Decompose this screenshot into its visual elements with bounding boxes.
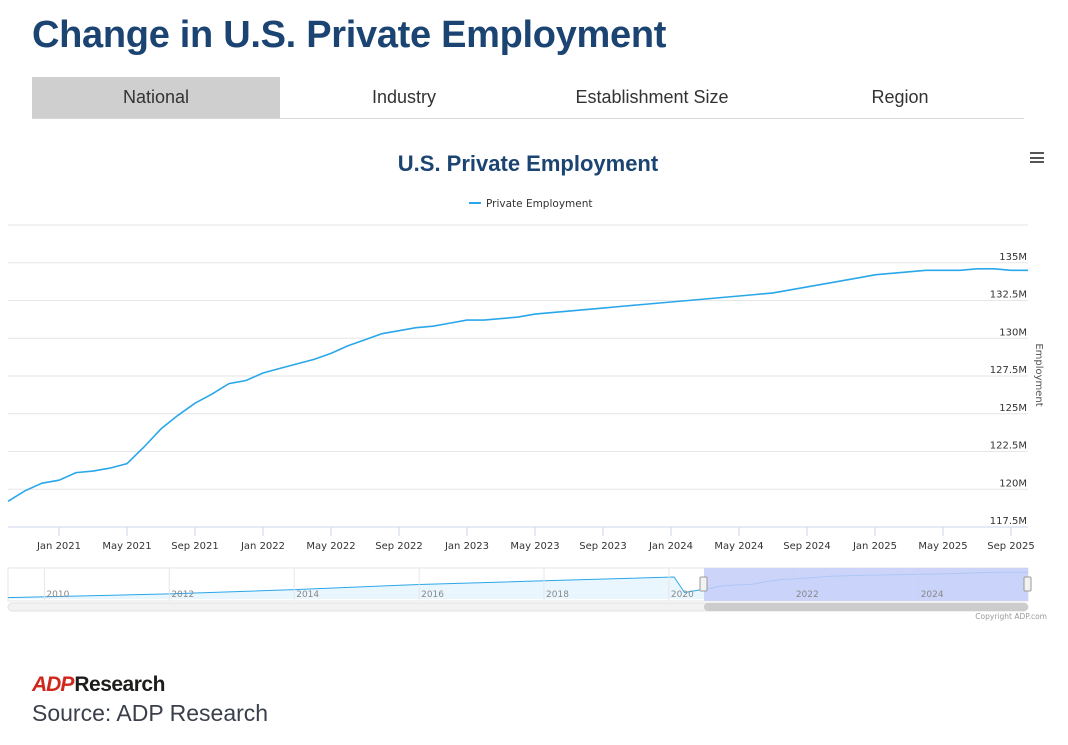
scrollbar[interactable]: [7, 602, 1029, 612]
y-tick-label: 135M: [999, 252, 1027, 263]
scrollbar-thumb[interactable]: [704, 603, 1028, 611]
navigator-selected-range[interactable]: [704, 568, 1028, 601]
x-tick-label: Jan 2024: [648, 541, 693, 552]
x-tick-label: Jan 2021: [36, 541, 81, 552]
x-tick-label: Jan 2022: [240, 541, 285, 552]
tab-industry[interactable]: Industry: [371, 87, 437, 107]
source-note: Source: ADP Research: [32, 700, 269, 726]
x-tick-label: May 2021: [102, 541, 151, 552]
navigator-labels: 2010 2012 2014 2016 2018 2020 2022 2024: [46, 590, 943, 600]
y-axis: 117.5M 120M 122.5M 125M 127.5M 130M 132.5M 135M: [990, 252, 1027, 527]
tab-bar: National Industry Establishment Size Reg…: [32, 77, 1024, 119]
legend[interactable]: Private Employment: [469, 198, 593, 210]
navigator-label: 2020: [671, 590, 694, 600]
x-tick-label: Jan 2025: [852, 541, 897, 552]
adp-research-logo: ADP Research: [32, 672, 165, 698]
navigator-handle-left[interactable]: [699, 576, 708, 592]
x-tick-label: May 2025: [918, 541, 967, 552]
y-axis-label: Employment: [1033, 343, 1044, 406]
tab-establishment-size[interactable]: Establishment Size: [575, 87, 729, 107]
x-tick-label: Sep 2025: [987, 541, 1034, 552]
page-title: Change in U.S. Private Employment: [32, 14, 667, 56]
navigator-label: 2016: [421, 590, 444, 600]
chart-title: U.S. Private Employment: [398, 151, 659, 176]
chart-credit[interactable]: Copyright ADP.com: [975, 612, 1047, 621]
y-tick-label: 122.5M: [990, 441, 1027, 452]
x-axis: Jan 2021 May 2021 Sep 2021 Jan 2022 May 2022…: [36, 527, 1035, 552]
grid: [8, 224, 1028, 490]
navigator-label: 2012: [171, 590, 194, 600]
x-tick-label: Sep 2021: [171, 541, 218, 552]
y-tick-label: 120M: [999, 478, 1027, 489]
hamburger-icon[interactable]: [1030, 152, 1044, 166]
navigator-label: 2014: [296, 590, 319, 600]
y-tick-label: 127.5M: [990, 365, 1027, 376]
adp-logo-text: Research: [74, 673, 165, 696]
navigator-handle-right[interactable]: [1023, 576, 1032, 592]
navigator-label: 2024: [921, 590, 944, 600]
navigator-label: 2018: [546, 590, 569, 600]
x-tick-label: May 2023: [510, 541, 559, 552]
navigator-label: 2022: [796, 590, 819, 600]
y-tick-label: 125M: [999, 403, 1027, 414]
x-tick-label: Sep 2024: [783, 541, 830, 552]
navigator-label: 2010: [46, 590, 69, 600]
legend-label: Private Employment: [486, 198, 593, 210]
x-tick-label: Sep 2023: [579, 541, 626, 552]
series-line-private-employment[interactable]: [7, 268, 1028, 502]
chart: U.S. Private Employment Private Employme…: [7, 151, 1047, 621]
adp-logo-mark: ADP: [32, 673, 74, 696]
tab-region[interactable]: Region: [871, 87, 929, 107]
y-tick-label: 132.5M: [990, 290, 1027, 301]
navigator[interactable]: 2010 2012 2014 2016 2018 2020 2022 2024: [7, 567, 1032, 602]
x-tick-label: May 2022: [306, 541, 355, 552]
x-tick-label: Sep 2022: [375, 541, 422, 552]
x-tick-label: Jan 2023: [444, 541, 489, 552]
y-tick-label: 117.5M: [990, 516, 1027, 527]
tab-national[interactable]: National: [32, 77, 280, 118]
y-tick-label: 130M: [999, 327, 1027, 338]
x-tick-label: May 2024: [714, 541, 763, 552]
